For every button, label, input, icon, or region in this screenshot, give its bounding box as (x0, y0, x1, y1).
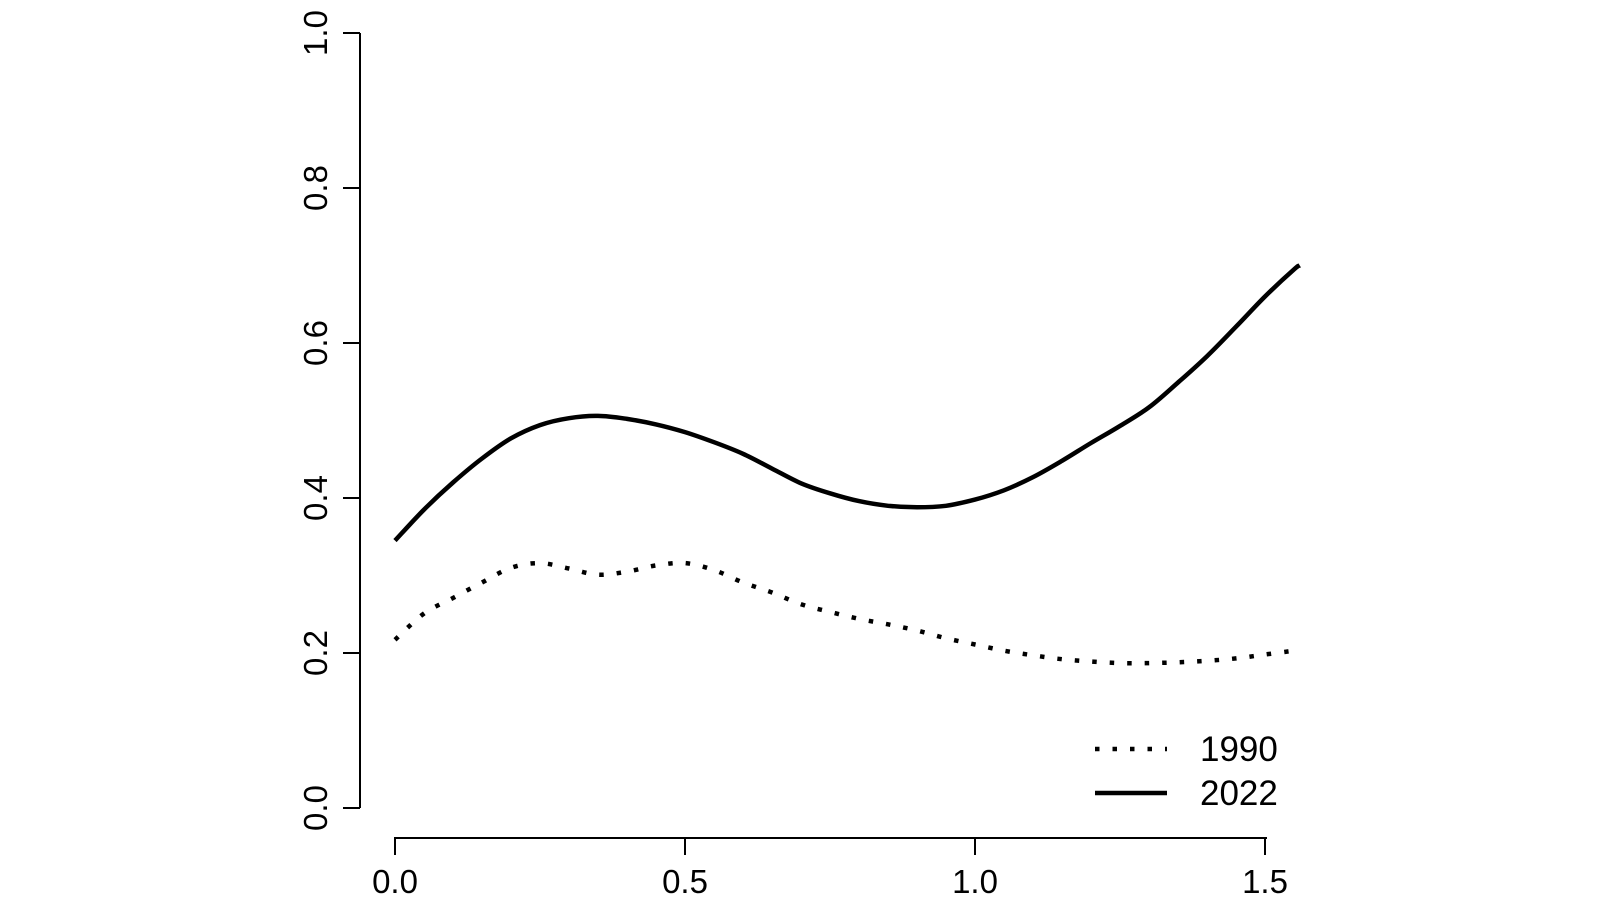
y-tick-label: 0.0 (297, 785, 334, 831)
y-tick-label: 0.4 (297, 475, 334, 521)
x-tick-label: 1.5 (1242, 863, 1288, 900)
y-tick-label: 1.0 (297, 10, 334, 56)
series-line-1990 (393, 560, 1301, 666)
legend-label-2022: 2022 (1200, 774, 1278, 813)
x-tick-label: 0.0 (372, 863, 418, 900)
y-tick-label: 0.2 (297, 630, 334, 676)
y-tick-label: 0.6 (297, 320, 334, 366)
y-tick-label: 0.8 (297, 165, 334, 211)
series-line-2022 (393, 263, 1301, 543)
x-tick-label: 1.0 (952, 863, 998, 900)
legend-label-1990: 1990 (1200, 730, 1278, 769)
x-tick-label: 0.5 (662, 863, 708, 900)
